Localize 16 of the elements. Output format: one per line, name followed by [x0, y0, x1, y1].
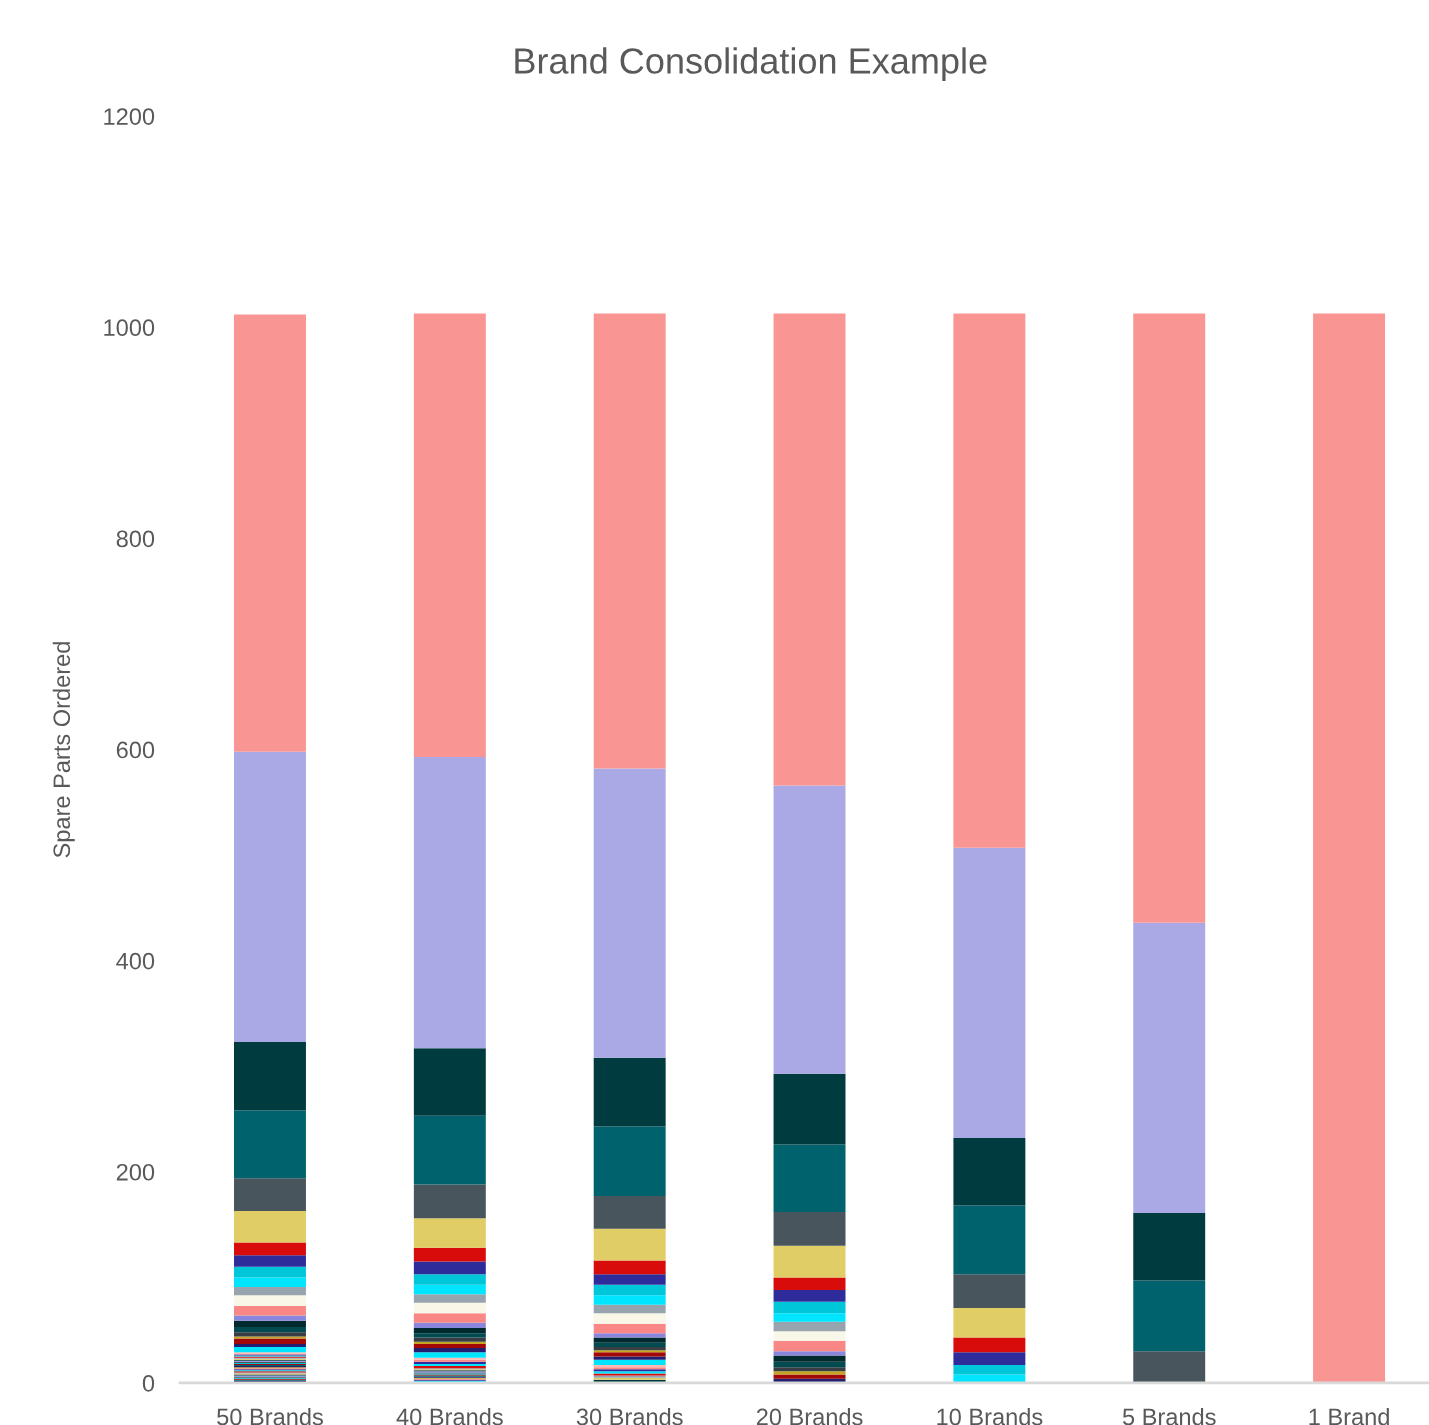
x-tick-label: 30 Brands — [576, 1407, 683, 1425]
x-tick-label: 1 Brand — [1309, 1407, 1389, 1425]
y-tick-label: 1200 — [104, 108, 155, 125]
y-tick-label: 400 — [116, 952, 155, 970]
x-tick-label: 40 Brands — [396, 1407, 503, 1425]
y-tick-label: 600 — [116, 741, 155, 759]
chart-title: Brand Consolidation Example — [515, 47, 987, 81]
x-tick-label: 5 Brands — [1122, 1407, 1216, 1425]
x-tick-label: 20 Brands — [756, 1407, 863, 1425]
y-axis-title: Spare Parts Ordered — [52, 642, 75, 858]
y-tick-label: 0 — [142, 1375, 155, 1392]
y-tick-label: 800 — [116, 530, 155, 548]
y-tick-label: 200 — [116, 1163, 155, 1181]
x-tick-label: 50 Brands — [217, 1407, 323, 1425]
x-tick-label: 10 Brands — [937, 1407, 1043, 1425]
y-tick-label: 1000 — [104, 319, 155, 337]
